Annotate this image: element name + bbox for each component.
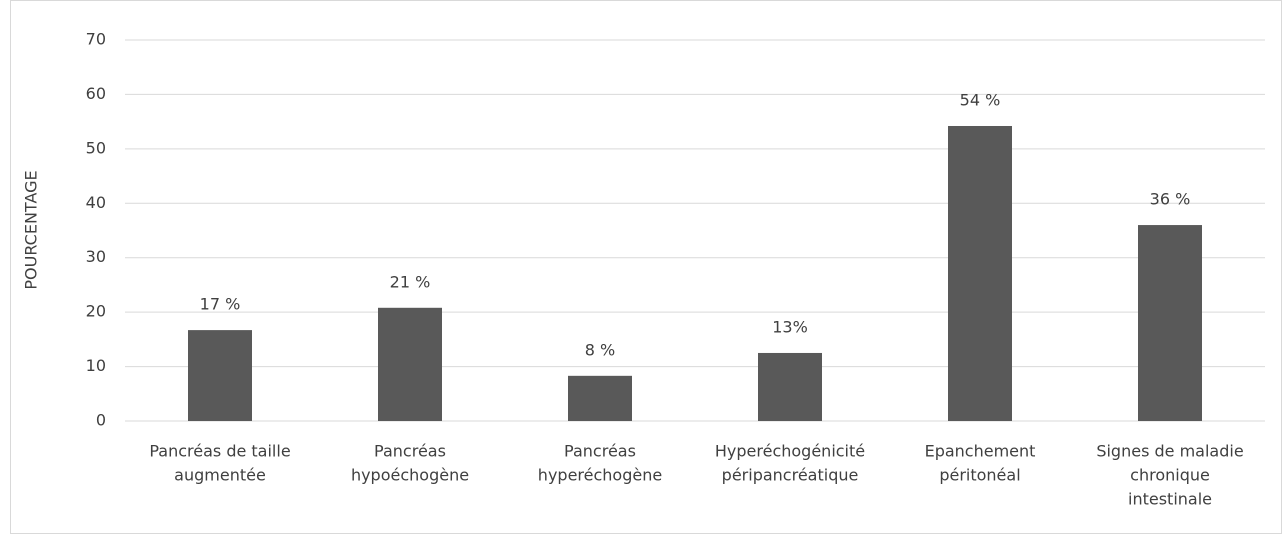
x-tick-label: péritonéal — [939, 466, 1020, 485]
y-tick-label: 40 — [86, 193, 106, 212]
x-tick-label: péripancréatique — [722, 466, 859, 485]
y-tick-label: 60 — [86, 84, 106, 103]
data-label: 54 % — [960, 90, 1001, 109]
bar — [568, 375, 632, 421]
bar — [758, 352, 822, 421]
data-label: 13% — [772, 317, 808, 336]
x-tick-label: hypoéchogène — [351, 466, 469, 485]
x-tick-label: Pancréas — [564, 442, 636, 461]
x-tick-label: Pancréas de taille — [149, 442, 290, 461]
bar — [948, 125, 1012, 422]
y-tick-label: 50 — [86, 138, 106, 157]
x-tick-label: augmentée — [174, 466, 266, 485]
data-label: 17 % — [200, 295, 241, 314]
y-tick-label: 10 — [86, 356, 106, 375]
y-tick-label: 70 — [86, 30, 106, 49]
x-tick-label: hyperéchogène — [538, 466, 662, 485]
y-axis-label: POURCENTAGE — [22, 170, 41, 289]
data-label: 21 % — [390, 272, 431, 291]
bar — [378, 307, 442, 421]
x-tick-label: chronique — [1130, 466, 1210, 485]
y-tick-label: 0 — [96, 411, 106, 430]
x-tick-label: Signes de maladie — [1096, 442, 1243, 461]
y-tick-label: 20 — [86, 302, 106, 321]
bar — [1138, 225, 1202, 421]
data-label: 36 % — [1150, 190, 1191, 209]
x-tick-label: Epanchement — [925, 442, 1036, 461]
x-tick-label: Pancréas — [374, 442, 446, 461]
x-tick-label: intestinale — [1128, 490, 1212, 509]
data-label: 8 % — [585, 340, 615, 359]
y-tick-label: 30 — [86, 247, 106, 266]
x-tick-label: Hyperéchogénicité — [715, 442, 865, 461]
bar — [188, 330, 252, 421]
